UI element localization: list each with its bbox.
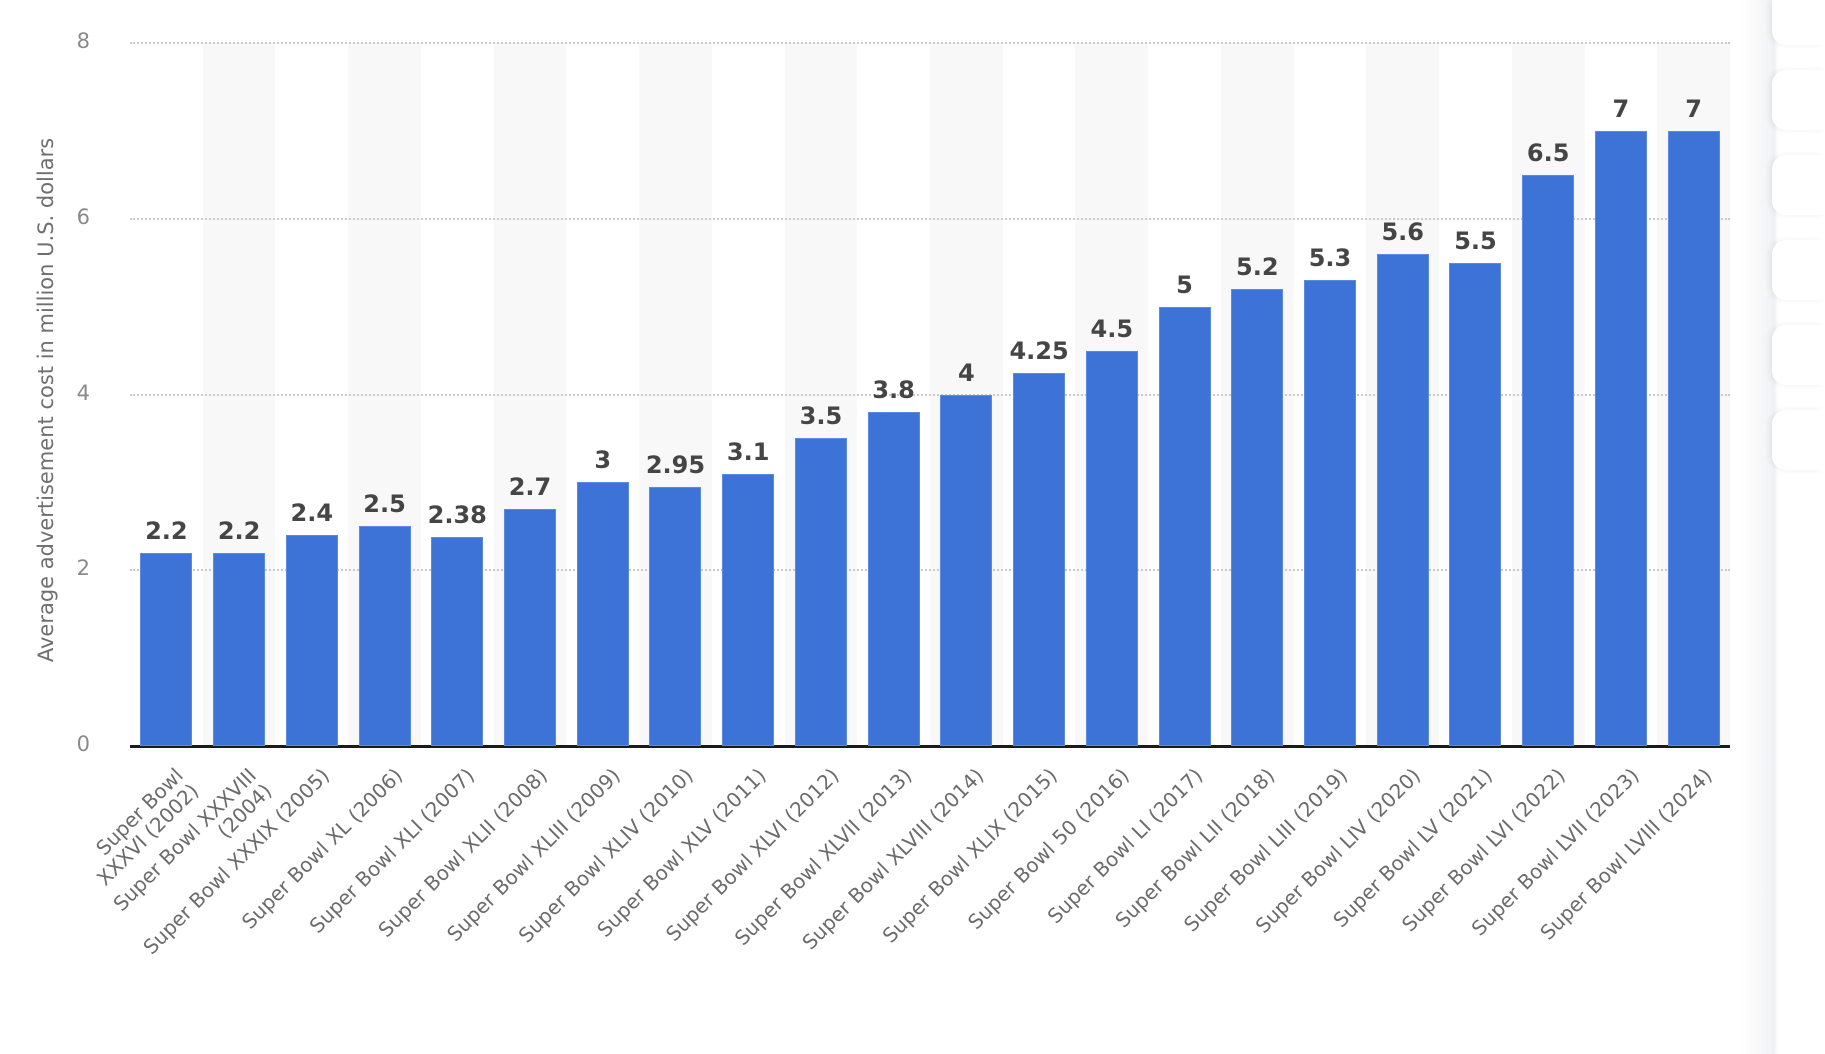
bar[interactable] bbox=[576, 482, 629, 746]
bar[interactable] bbox=[1376, 253, 1429, 746]
bar[interactable] bbox=[358, 526, 411, 746]
bar-chart: Average advertisement cost in million U.… bbox=[34, 29, 1730, 959]
value-label: 5 bbox=[1176, 270, 1193, 299]
bar[interactable] bbox=[431, 536, 484, 746]
value-label: 3.5 bbox=[799, 402, 843, 431]
gridline bbox=[130, 393, 1730, 396]
value-label: 7 bbox=[1685, 94, 1702, 123]
value-label: 2.2 bbox=[145, 516, 188, 545]
bar[interactable] bbox=[1231, 289, 1284, 746]
bar[interactable] bbox=[1304, 280, 1356, 746]
value-label: 4 bbox=[958, 358, 975, 387]
sidebar-tab-button[interactable] bbox=[1772, 325, 1825, 385]
y-tick-label: 4 bbox=[76, 380, 90, 405]
bar[interactable] bbox=[722, 473, 775, 746]
x-axis-line bbox=[130, 745, 1730, 748]
bar[interactable] bbox=[140, 552, 193, 746]
value-label: 3 bbox=[594, 446, 612, 475]
value-label: 5.3 bbox=[1308, 244, 1352, 273]
value-label: 5.2 bbox=[1236, 253, 1279, 282]
sidebar-tab-button[interactable] bbox=[1772, 410, 1825, 470]
sidebar-tab-button[interactable] bbox=[1772, 240, 1825, 300]
bar[interactable] bbox=[867, 412, 920, 746]
gridline bbox=[130, 42, 1730, 44]
value-label: 5.5 bbox=[1454, 226, 1497, 255]
sidebar-tab-button[interactable] bbox=[1772, 0, 1825, 45]
y-tick-label: 0 bbox=[76, 732, 90, 756]
bar[interactable] bbox=[1085, 350, 1138, 746]
value-label: 2.2 bbox=[217, 516, 261, 545]
bar[interactable] bbox=[1594, 130, 1647, 746]
bar[interactable] bbox=[285, 535, 338, 746]
sidebar-tab-button[interactable] bbox=[1772, 155, 1825, 215]
value-label: 7 bbox=[1612, 94, 1630, 123]
y-tick-label: 8 bbox=[76, 29, 90, 53]
gridline bbox=[130, 217, 1730, 220]
value-label: 2.95 bbox=[645, 450, 706, 479]
value-label: 2.5 bbox=[363, 490, 406, 519]
bar[interactable] bbox=[1522, 174, 1575, 746]
value-label: 6.5 bbox=[1526, 138, 1570, 167]
value-label: 3.8 bbox=[872, 376, 915, 405]
value-label: 2.38 bbox=[427, 500, 487, 529]
bar[interactable] bbox=[794, 438, 847, 746]
value-label: 5.6 bbox=[1381, 217, 1424, 246]
value-label: 4.5 bbox=[1090, 314, 1134, 343]
bar[interactable] bbox=[1449, 262, 1502, 746]
value-label: 2.7 bbox=[508, 472, 552, 501]
sidebar-tab-button[interactable] bbox=[1772, 70, 1825, 130]
gridline bbox=[130, 569, 1730, 572]
y-tick-label: 6 bbox=[76, 204, 90, 229]
bar[interactable] bbox=[504, 508, 556, 746]
y-tick-label: 2 bbox=[76, 556, 90, 581]
bar[interactable] bbox=[940, 394, 993, 746]
value-label: 3.1 bbox=[726, 437, 770, 466]
bar[interactable] bbox=[1013, 372, 1066, 746]
bar[interactable] bbox=[213, 552, 266, 746]
value-label: 4.25 bbox=[1009, 336, 1069, 365]
bar[interactable] bbox=[1667, 130, 1720, 746]
bar[interactable] bbox=[649, 486, 702, 746]
value-label: 2.4 bbox=[290, 499, 334, 528]
bar[interactable] bbox=[1158, 306, 1211, 746]
